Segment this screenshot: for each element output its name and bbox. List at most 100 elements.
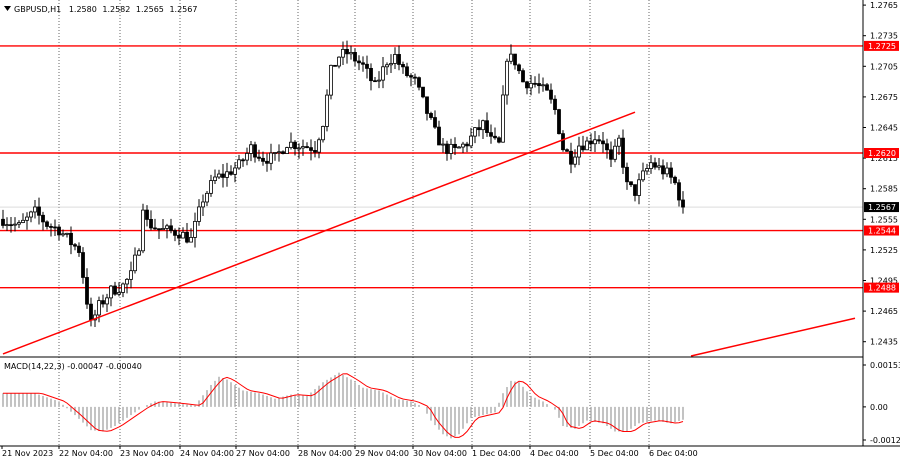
candle-body — [273, 152, 277, 154]
candle-body — [193, 221, 197, 238]
candle-body — [669, 167, 673, 178]
trend-lines[interactable] — [2, 111, 856, 357]
candle-body — [153, 227, 157, 230]
candle-body — [541, 84, 545, 87]
candle-body — [413, 76, 417, 79]
candle-body — [57, 226, 61, 236]
candle-body — [653, 162, 657, 168]
candle-body — [169, 225, 173, 231]
candle-body — [617, 137, 621, 147]
candle-body — [137, 250, 141, 256]
candle-body — [501, 94, 505, 143]
candle-body — [529, 82, 533, 89]
candle-body — [141, 209, 145, 252]
candle-body — [585, 140, 589, 151]
candle-body — [109, 285, 113, 299]
time-tick-label: 21 Nov 2023 — [2, 449, 53, 458]
candle-body — [233, 167, 237, 175]
level-price-tag: 1.2544 — [868, 227, 896, 236]
grid-lines — [0, 0, 863, 446]
candle-body — [333, 64, 337, 67]
candle-body — [325, 94, 329, 127]
candle-body — [397, 54, 401, 65]
candle-body — [201, 201, 205, 208]
candle-body — [469, 135, 473, 147]
candle-body — [101, 300, 105, 305]
symbol-label: GBPUSD,H1 — [14, 5, 61, 14]
candle-body — [261, 157, 265, 162]
candle-body — [157, 228, 161, 231]
candle-body — [277, 151, 281, 154]
macd-tick-label: -0.00121 — [870, 436, 900, 445]
candle-body — [641, 170, 645, 181]
candle-body — [593, 139, 597, 145]
candle-body — [301, 146, 305, 149]
candle-body — [37, 206, 41, 216]
candle-body — [321, 126, 325, 141]
candle-body — [489, 132, 493, 137]
candle-body — [221, 173, 225, 178]
candle-body — [633, 184, 637, 196]
price-axis: 1.2765 1.2735 1.2705 1.2675 1.2645 1.2615 1.25… — [863, 1, 900, 445]
price-tick-label: 1.2615 — [870, 154, 898, 163]
candle-body — [429, 113, 433, 118]
candle-body — [5, 224, 9, 227]
candle-body — [173, 230, 177, 236]
time-tick-label: 22 Nov 04:00 — [59, 449, 113, 458]
candle-body — [81, 252, 85, 278]
candle-body — [181, 231, 185, 239]
candle-body — [21, 219, 25, 223]
candle-body — [373, 80, 377, 83]
horizontal-levels[interactable] — [0, 45, 863, 289]
candle-body — [53, 226, 57, 229]
candle-body — [445, 143, 449, 154]
candle-body — [145, 209, 149, 220]
candle-body — [369, 67, 373, 82]
candle-body — [621, 137, 625, 168]
candle-body — [657, 165, 661, 168]
candle-body — [349, 52, 353, 55]
candle-body — [345, 48, 349, 55]
candle-body — [461, 143, 465, 148]
candle-body — [605, 143, 609, 151]
candle-body — [433, 117, 437, 128]
candle-body — [477, 127, 481, 131]
candle-body — [385, 64, 389, 68]
candle-body — [677, 182, 681, 201]
price-tick-label: 1.2435 — [870, 338, 898, 347]
candle-body — [353, 52, 357, 62]
candle-body — [297, 147, 301, 150]
trend-line[interactable] — [690, 317, 856, 357]
time-tick-label: 28 Nov 04:00 — [298, 449, 352, 458]
candle-body — [457, 146, 461, 149]
candle-body — [357, 60, 361, 64]
high-price: 1.2582 — [102, 5, 130, 14]
candle-body — [377, 79, 381, 82]
time-tick-label: 5 Dec 04:00 — [590, 449, 639, 458]
candle-body — [165, 225, 169, 229]
candle-body — [553, 98, 557, 111]
candle-body — [437, 126, 441, 146]
candle-body — [577, 145, 581, 158]
trend-line[interactable] — [2, 111, 636, 355]
level-price-tag-bg — [864, 282, 899, 293]
candle-body — [549, 89, 553, 100]
candle-body — [305, 146, 309, 149]
dropdown-triangle-icon[interactable] — [4, 6, 11, 11]
candlestick-series — [1, 40, 685, 327]
candle-body — [533, 82, 537, 85]
price-tick-label: 1.2585 — [870, 185, 898, 194]
price-tick-label: 1.2495 — [870, 277, 898, 286]
candle-body — [13, 223, 17, 226]
low-price: 1.2565 — [136, 5, 164, 14]
candle-body — [49, 226, 53, 228]
candle-body — [517, 64, 521, 72]
candle-body — [625, 166, 629, 183]
time-tick-label: 23 Nov 04:00 — [120, 449, 174, 458]
candle-body — [77, 245, 81, 253]
candle-body — [17, 222, 21, 225]
price-tick-label: 1.2675 — [870, 93, 898, 102]
candle-body — [105, 297, 109, 305]
level-price-tag-bg — [864, 225, 899, 236]
candle-body — [665, 167, 669, 175]
